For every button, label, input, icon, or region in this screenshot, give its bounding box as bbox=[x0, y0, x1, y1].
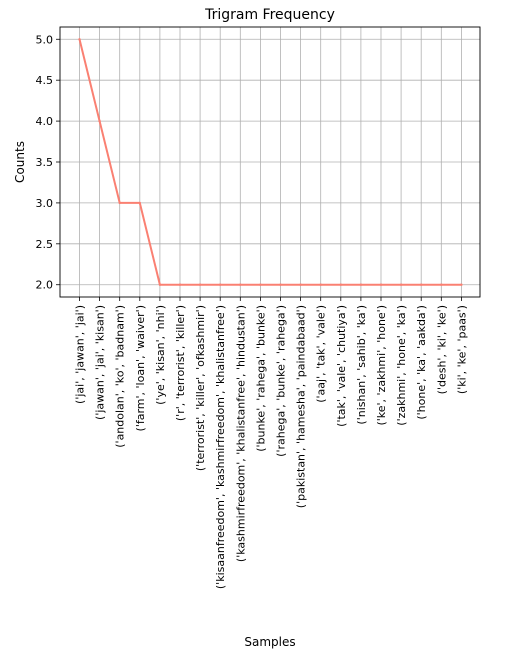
x-tick-label: ('jawan', 'jai', 'kisan') bbox=[94, 305, 107, 420]
x-tick-label: ('tak', 'vale', 'chutiya') bbox=[335, 305, 348, 427]
chart-title: Trigram Frequency bbox=[204, 7, 335, 23]
y-tick-label: 4.5 bbox=[36, 74, 54, 87]
y-tick-label: 3.5 bbox=[36, 156, 54, 169]
x-tick-label: ('kashmirfreedom', 'khalistanfree', 'hin… bbox=[234, 305, 247, 562]
series-line bbox=[78, 39, 462, 286]
data-point bbox=[219, 283, 222, 286]
x-tick-label: ('farm', 'loan', 'waiver') bbox=[134, 305, 147, 431]
data-point bbox=[299, 283, 302, 286]
y-tick-label: 2.0 bbox=[36, 279, 54, 292]
y-tick-label: 2.5 bbox=[36, 238, 54, 251]
x-tick-label: ('rahega', 'bunke', 'rahega') bbox=[275, 305, 288, 457]
data-point bbox=[279, 283, 282, 286]
data-point bbox=[379, 283, 383, 286]
x-tick-label: ('r', 'terrorist', 'killer') bbox=[174, 305, 187, 421]
x-tick-label: ('ki', 'ke', 'paas') bbox=[455, 305, 468, 394]
data-point bbox=[198, 283, 202, 286]
x-tick-label: ('pakistan', 'hamesha', 'paindabaad') bbox=[295, 305, 308, 508]
data-point bbox=[440, 283, 443, 286]
x-tick-label: ('zakhmi', 'hone', 'ka') bbox=[395, 305, 408, 426]
x-axis-label: Samples bbox=[244, 635, 295, 649]
data-point bbox=[399, 283, 403, 286]
data-point bbox=[460, 283, 463, 286]
y-tick-label: 4.0 bbox=[36, 115, 54, 128]
y-tick-label: 5.0 bbox=[36, 33, 54, 46]
x-tick-label: ('ye', 'kisan', 'nhi') bbox=[154, 305, 167, 405]
data-point bbox=[178, 283, 182, 286]
data-point bbox=[78, 38, 81, 41]
x-tick-label: ('hone', 'ka', 'aakda') bbox=[415, 305, 428, 420]
x-axis-ticks: ('jai', 'jawan', 'jai') ('jawan', 'jai', … bbox=[74, 297, 468, 589]
data-point bbox=[239, 283, 242, 286]
x-tick-label: ('desh', 'ki', 'ke') bbox=[435, 305, 448, 394]
data-point bbox=[158, 283, 162, 286]
x-tick-label: ('nishan', 'sahib', 'ka') bbox=[355, 305, 368, 425]
data-point bbox=[319, 283, 322, 286]
x-tick-label: ('ke', 'zakhmi', 'hone') bbox=[375, 305, 388, 426]
horizontal-gridlines bbox=[60, 38, 480, 286]
data-points bbox=[78, 38, 463, 286]
data-point bbox=[420, 283, 423, 286]
x-tick-label: ('aaj', 'tak', 'vale') bbox=[315, 305, 328, 403]
x-tick-label: ('terrorist', 'killer', 'ofkashmir') bbox=[194, 305, 207, 471]
x-tick-label: ('bunke', 'rahega', 'bunke') bbox=[254, 305, 267, 452]
data-point bbox=[339, 283, 342, 286]
x-tick-label: ('kisaanfreedom', 'kashmirfreedom', 'kha… bbox=[214, 305, 227, 589]
y-tick-label: 3.0 bbox=[36, 197, 54, 210]
data-point bbox=[138, 201, 141, 205]
y-axis-ticks: 2.0 2.5 3.0 3.5 4.0 4.5 5.0 bbox=[36, 33, 60, 292]
x-tick-label: ('jai', 'jawan', 'jai') bbox=[74, 305, 87, 404]
data-point bbox=[259, 283, 262, 286]
y-axis-label: Counts bbox=[13, 141, 27, 183]
data-point bbox=[98, 119, 101, 123]
data-point bbox=[118, 201, 121, 205]
x-tick-label: ('andolan', 'ko', 'badnam') bbox=[114, 305, 127, 448]
data-point bbox=[359, 283, 363, 286]
